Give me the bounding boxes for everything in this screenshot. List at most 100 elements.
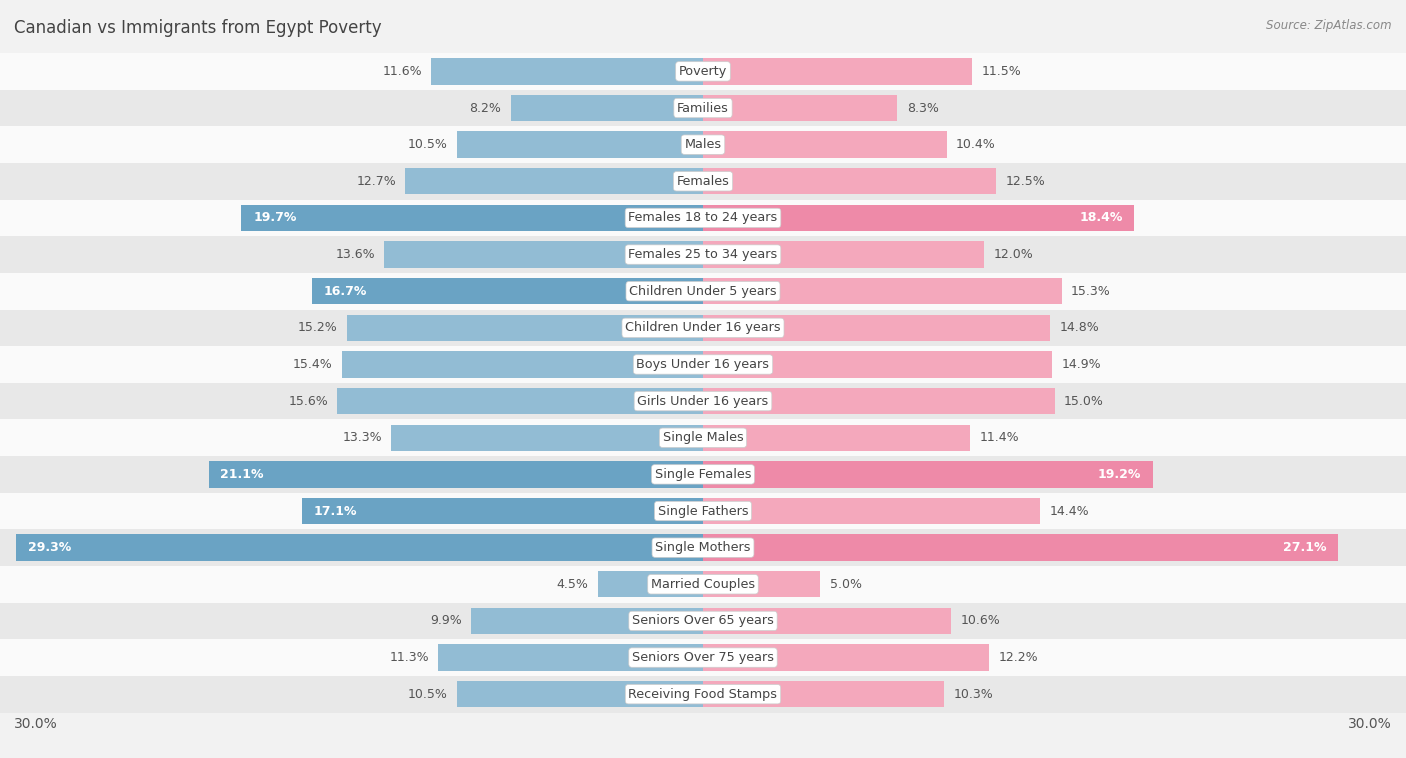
- Text: 19.7%: 19.7%: [253, 211, 297, 224]
- Bar: [703, 351, 1052, 377]
- Bar: [391, 424, 703, 451]
- Bar: [432, 58, 703, 85]
- Text: 4.5%: 4.5%: [557, 578, 588, 590]
- Bar: [457, 131, 703, 158]
- Bar: [0, 127, 1406, 163]
- Text: 8.2%: 8.2%: [470, 102, 502, 114]
- Text: Females 18 to 24 years: Females 18 to 24 years: [628, 211, 778, 224]
- Bar: [598, 571, 703, 597]
- Text: 15.0%: 15.0%: [1064, 395, 1104, 408]
- Bar: [0, 163, 1406, 199]
- Text: 16.7%: 16.7%: [323, 285, 367, 298]
- Bar: [0, 529, 1406, 566]
- Bar: [337, 388, 703, 415]
- Text: Single Males: Single Males: [662, 431, 744, 444]
- Text: 5.0%: 5.0%: [830, 578, 862, 590]
- Text: Seniors Over 75 years: Seniors Over 75 years: [633, 651, 773, 664]
- Text: 10.4%: 10.4%: [956, 138, 995, 151]
- Text: 11.6%: 11.6%: [382, 65, 422, 78]
- Text: 12.0%: 12.0%: [994, 248, 1033, 261]
- Text: Single Mothers: Single Mothers: [655, 541, 751, 554]
- Bar: [0, 383, 1406, 419]
- Bar: [0, 639, 1406, 676]
- Text: 10.5%: 10.5%: [408, 138, 447, 151]
- Text: Source: ZipAtlas.com: Source: ZipAtlas.com: [1267, 19, 1392, 32]
- Bar: [703, 681, 945, 707]
- Bar: [471, 608, 703, 634]
- Text: Seniors Over 65 years: Seniors Over 65 years: [633, 615, 773, 628]
- Text: 15.3%: 15.3%: [1071, 285, 1111, 298]
- Bar: [0, 603, 1406, 639]
- Bar: [0, 309, 1406, 346]
- Text: 15.2%: 15.2%: [298, 321, 337, 334]
- Bar: [0, 566, 1406, 603]
- Text: 18.4%: 18.4%: [1078, 211, 1122, 224]
- Text: Males: Males: [685, 138, 721, 151]
- Bar: [302, 498, 703, 525]
- Text: 12.7%: 12.7%: [356, 175, 396, 188]
- Bar: [0, 456, 1406, 493]
- Text: Receiving Food Stamps: Receiving Food Stamps: [628, 688, 778, 700]
- Text: 27.1%: 27.1%: [1282, 541, 1326, 554]
- Bar: [703, 131, 946, 158]
- Bar: [703, 95, 897, 121]
- Text: Married Couples: Married Couples: [651, 578, 755, 590]
- Bar: [703, 278, 1062, 305]
- Text: 12.2%: 12.2%: [998, 651, 1038, 664]
- Text: Children Under 16 years: Children Under 16 years: [626, 321, 780, 334]
- Bar: [0, 236, 1406, 273]
- Text: 9.9%: 9.9%: [430, 615, 461, 628]
- Bar: [0, 273, 1406, 309]
- Text: Females: Females: [676, 175, 730, 188]
- Text: 13.6%: 13.6%: [335, 248, 375, 261]
- Bar: [703, 315, 1050, 341]
- Text: 14.8%: 14.8%: [1059, 321, 1099, 334]
- Text: Canadian vs Immigrants from Egypt Poverty: Canadian vs Immigrants from Egypt Povert…: [14, 19, 381, 37]
- Text: 10.5%: 10.5%: [408, 688, 447, 700]
- Text: Girls Under 16 years: Girls Under 16 years: [637, 395, 769, 408]
- Text: Females 25 to 34 years: Females 25 to 34 years: [628, 248, 778, 261]
- Bar: [0, 676, 1406, 713]
- Bar: [703, 498, 1040, 525]
- Text: 11.5%: 11.5%: [981, 65, 1022, 78]
- Bar: [17, 534, 703, 561]
- Bar: [703, 534, 1339, 561]
- Text: 11.4%: 11.4%: [980, 431, 1019, 444]
- Text: 21.1%: 21.1%: [221, 468, 264, 481]
- Text: 17.1%: 17.1%: [314, 505, 357, 518]
- Text: Poverty: Poverty: [679, 65, 727, 78]
- Bar: [384, 241, 703, 268]
- Text: Single Females: Single Females: [655, 468, 751, 481]
- Bar: [0, 89, 1406, 127]
- Text: 10.3%: 10.3%: [953, 688, 994, 700]
- Bar: [0, 53, 1406, 89]
- Text: 30.0%: 30.0%: [14, 717, 58, 731]
- Text: 30.0%: 30.0%: [1348, 717, 1392, 731]
- Bar: [0, 493, 1406, 529]
- Bar: [703, 608, 952, 634]
- Text: 15.4%: 15.4%: [292, 358, 333, 371]
- Text: 14.4%: 14.4%: [1050, 505, 1090, 518]
- Bar: [312, 278, 703, 305]
- Text: Boys Under 16 years: Boys Under 16 years: [637, 358, 769, 371]
- Bar: [347, 315, 703, 341]
- Bar: [208, 461, 703, 487]
- Text: 13.3%: 13.3%: [342, 431, 382, 444]
- Text: 12.5%: 12.5%: [1005, 175, 1045, 188]
- Text: Families: Families: [678, 102, 728, 114]
- Text: 11.3%: 11.3%: [389, 651, 429, 664]
- Bar: [703, 571, 820, 597]
- Bar: [342, 351, 703, 377]
- Bar: [703, 241, 984, 268]
- Bar: [242, 205, 703, 231]
- Bar: [703, 168, 995, 195]
- Bar: [0, 419, 1406, 456]
- Text: 10.6%: 10.6%: [960, 615, 1001, 628]
- Bar: [439, 644, 703, 671]
- Bar: [0, 199, 1406, 236]
- Bar: [457, 681, 703, 707]
- Bar: [0, 346, 1406, 383]
- Text: Children Under 5 years: Children Under 5 years: [630, 285, 776, 298]
- Bar: [405, 168, 703, 195]
- Bar: [510, 95, 703, 121]
